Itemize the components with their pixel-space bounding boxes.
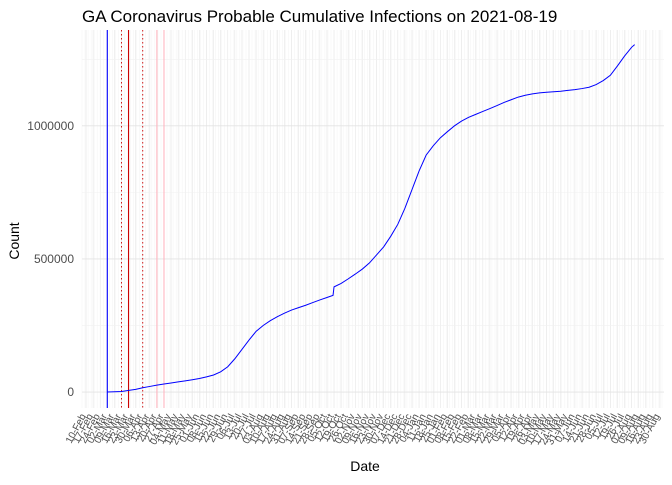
y-axis-title: Count xyxy=(6,222,22,259)
y-tick-label: 500000 xyxy=(34,252,74,266)
vertical-lines-layer xyxy=(106,30,165,408)
y-tick-labels: 0 500000 1000000 xyxy=(27,119,74,399)
grid-layer xyxy=(81,30,664,408)
y-tick-label: 0 xyxy=(67,385,74,399)
x-axis-title: Date xyxy=(350,458,380,474)
chart-title: GA Coronavirus Probable Cumulative Infec… xyxy=(82,7,557,26)
x-tick-labels: 10-Feb17-Feb24-Feb02-Mar09-Mar16-Mar23-M… xyxy=(64,412,662,447)
series-layer xyxy=(107,44,635,393)
y-tick-label: 1000000 xyxy=(27,119,74,133)
series-line xyxy=(107,44,635,393)
